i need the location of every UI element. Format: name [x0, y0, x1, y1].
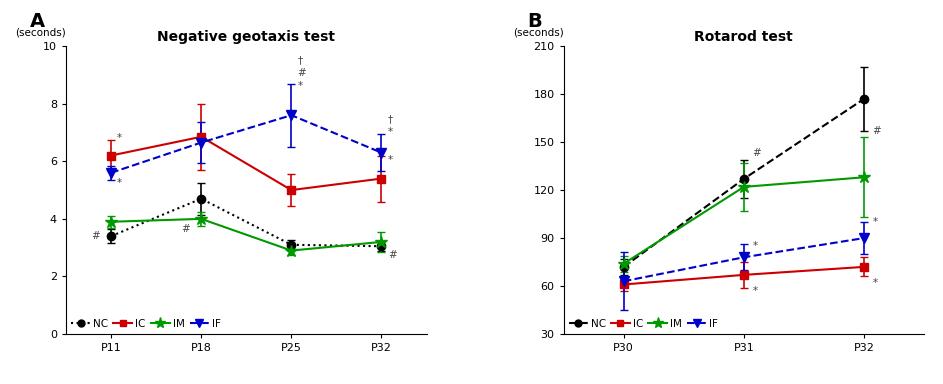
- Text: †: †: [388, 114, 393, 124]
- Text: *: *: [753, 241, 757, 251]
- Text: *: *: [388, 155, 393, 165]
- Text: #: #: [388, 250, 397, 260]
- Title: Rotarod test: Rotarod test: [694, 30, 793, 43]
- Text: *: *: [117, 133, 122, 143]
- Title: Negative geotaxis test: Negative geotaxis test: [157, 30, 336, 43]
- Text: (seconds): (seconds): [15, 27, 66, 38]
- Legend: NC, IC, IM, IF: NC, IC, IM, IF: [72, 319, 221, 329]
- Text: †: †: [298, 55, 303, 66]
- Text: *: *: [117, 178, 122, 188]
- Text: #: #: [91, 231, 100, 241]
- Text: *: *: [298, 81, 303, 91]
- Text: (seconds): (seconds): [513, 27, 564, 38]
- Text: *: *: [753, 286, 757, 296]
- Legend: NC, IC, IM, IF: NC, IC, IM, IF: [569, 319, 719, 329]
- Text: A: A: [30, 12, 45, 30]
- Text: #: #: [753, 148, 761, 158]
- Text: *: *: [872, 278, 878, 288]
- Text: #: #: [872, 126, 881, 136]
- Text: #: #: [181, 224, 190, 234]
- Text: *: *: [872, 217, 878, 227]
- Text: *: *: [388, 127, 393, 137]
- Text: #: #: [298, 68, 306, 78]
- Text: B: B: [527, 12, 542, 30]
